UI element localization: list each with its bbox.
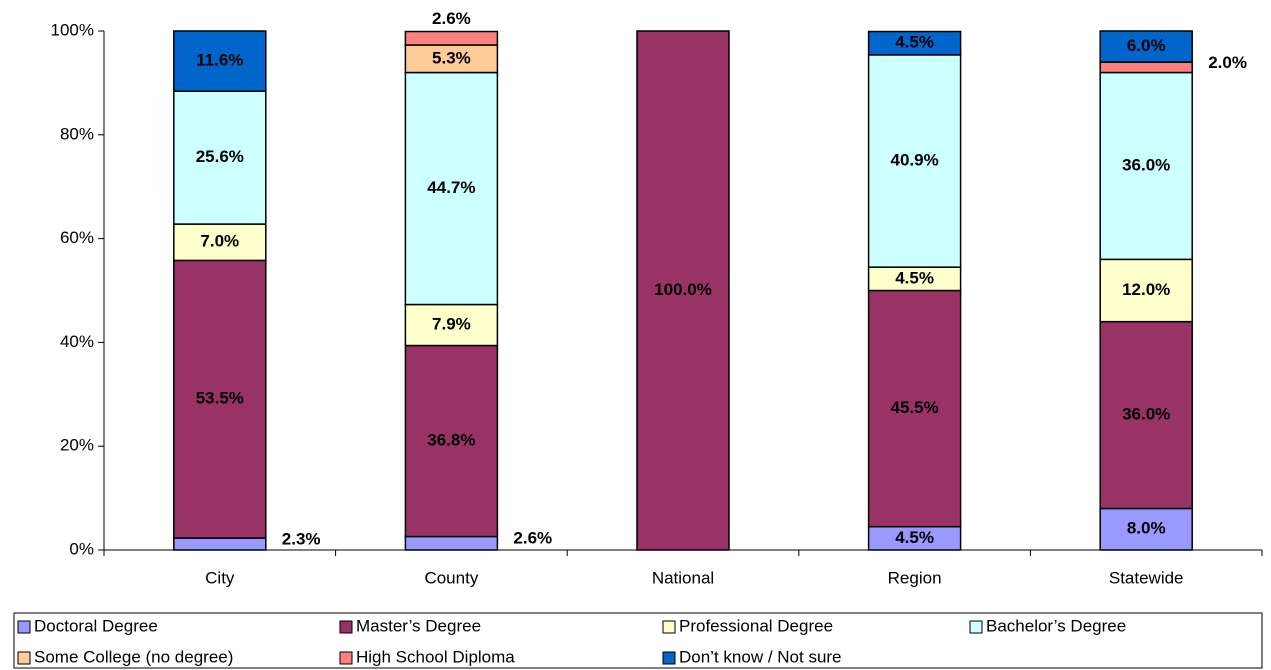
legend-label: High School Diploma: [356, 647, 515, 666]
legend-swatch: [339, 651, 353, 665]
value-label: 2.6%: [432, 9, 471, 28]
y-tick-label: 100%: [51, 20, 94, 39]
legend-swatch: [662, 620, 676, 634]
value-label: 36.0%: [1122, 405, 1170, 424]
value-label: 40.9%: [890, 150, 938, 169]
value-label: 7.0%: [200, 232, 239, 251]
bar-segment: [173, 259, 267, 539]
value-label: 6.0%: [1127, 36, 1166, 55]
x-tick-label: National: [652, 568, 714, 587]
x-tick-label: County: [424, 568, 478, 587]
value-label: 5.3%: [432, 48, 471, 67]
value-label: 8.0%: [1127, 519, 1166, 538]
value-label: 36.0%: [1122, 155, 1170, 174]
value-label: 100.0%: [654, 280, 712, 299]
legend-label: Bachelor’s Degree: [986, 616, 1126, 635]
legend-swatch: [339, 620, 353, 634]
y-tick-label: 80%: [60, 124, 94, 143]
bar-segment: [404, 30, 499, 46]
bar-segment: [173, 90, 267, 225]
legend-swatch: [17, 620, 31, 634]
legend-label: Don’t know / Not sure: [679, 647, 842, 666]
bar-segment: [867, 30, 962, 56]
value-label: 12.0%: [1122, 280, 1170, 299]
legend-label: Doctoral Degree: [34, 616, 158, 635]
value-label: 4.5%: [895, 528, 934, 547]
bar-segment: [173, 223, 267, 262]
value-label: 7.9%: [432, 314, 471, 333]
legend-swatch: [969, 620, 983, 634]
value-label: 11.6%: [196, 51, 243, 70]
x-tick-label: Region: [888, 568, 942, 587]
x-tick-label: City: [205, 568, 235, 587]
value-label: 45.5%: [890, 398, 938, 417]
value-label: 2.6%: [513, 529, 552, 548]
x-tick-label: Statewide: [1109, 568, 1184, 587]
legend-label: Professional Degree: [679, 616, 833, 635]
bar-segment: [636, 30, 730, 551]
bar-segment: [404, 344, 499, 538]
bar-segment: [173, 537, 267, 551]
legend-label: Some College (no degree): [34, 647, 233, 666]
value-label: 25.6%: [196, 147, 244, 166]
bar-segment: [1099, 507, 1193, 551]
bar-segment: [173, 30, 267, 92]
bar-segment: [1099, 30, 1193, 63]
bar-segment: [404, 71, 499, 306]
value-label: 4.5%: [895, 33, 934, 52]
bar-segment: [867, 54, 962, 268]
y-tick-label: 20%: [60, 436, 94, 455]
legend-swatch: [17, 651, 31, 665]
value-label: 53.5%: [196, 389, 244, 408]
legend-swatch: [662, 651, 676, 665]
bar-segment: [404, 303, 499, 347]
value-label: 4.5%: [895, 268, 934, 287]
legend-label: Master’s Degree: [356, 616, 481, 635]
bar-segment: [1099, 61, 1193, 74]
y-tick-label: 40%: [60, 332, 94, 351]
legend-box: [13, 612, 1263, 669]
y-tick-label: 0%: [69, 539, 94, 558]
value-label: 2.3%: [282, 530, 321, 549]
value-label: 44.7%: [427, 178, 475, 197]
bar-segment: [404, 535, 499, 551]
bar-segment: [867, 289, 962, 528]
value-label: 36.8%: [427, 430, 475, 449]
bar-segment: [1099, 320, 1193, 510]
y-tick-label: 60%: [60, 228, 94, 247]
bar-segment: [404, 44, 499, 74]
value-label: 2.0%: [1208, 53, 1247, 72]
